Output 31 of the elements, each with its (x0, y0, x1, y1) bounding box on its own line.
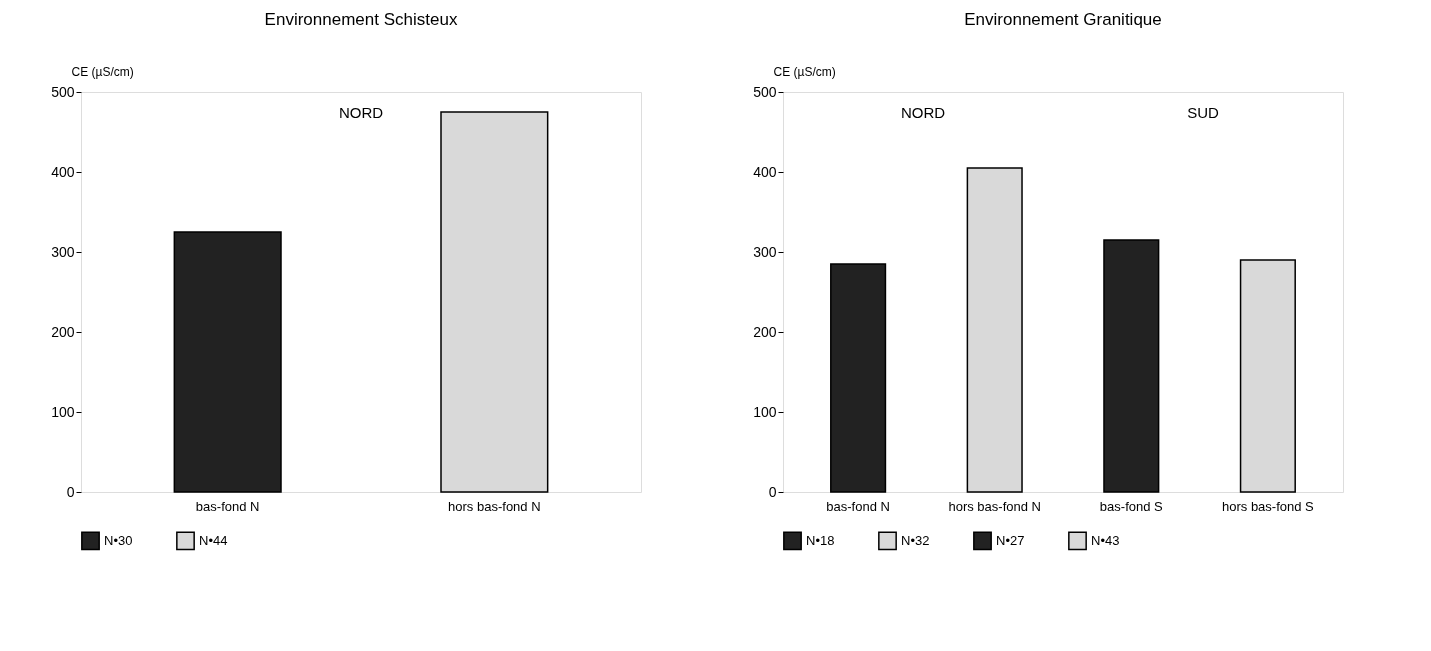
legend-label: N•18 (806, 532, 835, 548)
annotation: SUD (1187, 104, 1219, 121)
legend-label: N•27 (996, 532, 1025, 548)
y-tick-label: 0 (768, 483, 777, 500)
y-tick-label: 200 (753, 323, 777, 340)
x-tick-label: hors bas-fond N (948, 498, 1041, 514)
y-tick-label: 300 (753, 243, 777, 260)
y-tick-label: 400 (753, 163, 777, 180)
annotation: NORD (338, 104, 384, 121)
x-tick-label: hors bas-fond S (1221, 498, 1315, 514)
legend-label: N•43 (1091, 532, 1120, 548)
chart-title: Environnement Granitique (964, 10, 1162, 29)
legend-label: N•30 (104, 532, 133, 548)
y-axis-title: CE (µS/cm) (773, 64, 836, 79)
chart-title: Environnement Schisteux (264, 10, 458, 29)
y-tick-label: 500 (753, 83, 777, 100)
x-tick-label: bas-fond N (826, 498, 890, 514)
legend-label: N•44 (199, 532, 228, 548)
legend-label: N•32 (901, 532, 930, 548)
y-tick-label: 500 (51, 83, 75, 100)
y-axis-title: CE (µS/cm) (71, 64, 134, 79)
y-tick-label: 400 (51, 163, 75, 180)
y-tick-label: 200 (51, 323, 75, 340)
x-tick-label: bas-fond S (1099, 498, 1164, 514)
y-tick-label: 300 (51, 243, 75, 260)
x-tick-label: bas-fond N (195, 498, 260, 514)
annotation: NORD (900, 104, 946, 121)
y-tick-label: 100 (753, 403, 777, 420)
y-tick-label: 0 (66, 483, 75, 500)
y-tick-label: 100 (51, 403, 75, 420)
x-tick-label: hors bas-fond N (448, 498, 541, 514)
